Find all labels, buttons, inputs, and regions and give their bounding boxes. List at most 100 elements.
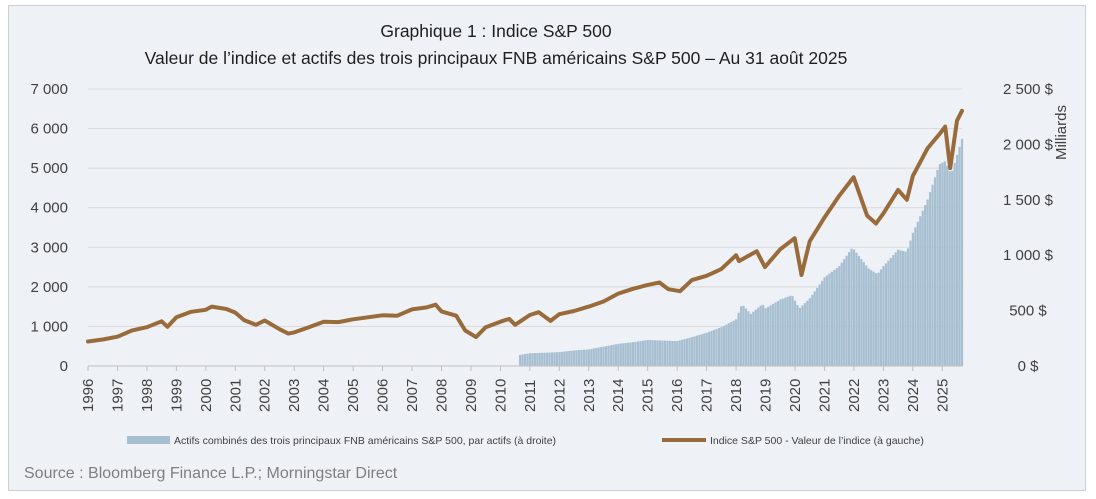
x-tick-label: 1996 [80,379,97,412]
asset-bar [789,295,792,366]
chart-title: Graphique 1 : Indice S&P 500 [380,21,611,41]
x-tick-label: 2017 [699,379,716,412]
asset-bar [865,265,868,366]
asset-bar [563,351,566,366]
x-tick-label: 1997 [109,379,126,412]
chart-subtitle: Valeur de l’indice et actifs des trois p… [145,48,848,68]
asset-bar [658,340,662,366]
asset-bar [911,232,915,366]
asset-bar [816,287,819,366]
asset-bar [860,259,863,366]
asset-bar [762,304,765,366]
asset-bar [565,351,568,366]
asset-bar [901,250,905,366]
asset-bar [629,342,632,366]
asset-bar [631,342,635,366]
asset-bar [526,353,529,366]
asset-bar [634,341,637,366]
asset-bar [943,161,946,366]
legend-swatch-assets [127,436,170,444]
x-tick-label: 2024 [905,379,922,412]
asset-bar [612,344,615,366]
left-axis-ticks: 0 1 000 2 000 3 000 4 000 5 000 6 000 7 000 [30,81,68,375]
x-tick-label: 2018 [728,379,745,412]
x-tick-label: 2023 [875,379,892,412]
asset-bar [737,312,740,366]
asset-bar [845,255,848,366]
asset-bar [646,339,649,366]
asset-bar [548,352,551,366]
asset-bar [676,341,679,366]
asset-bar [609,345,613,366]
asset-bar [521,354,524,366]
asset-bar [764,308,767,366]
asset-bar [938,164,942,366]
asset-bar [602,346,605,366]
asset-bar [533,353,536,366]
asset-bar [614,344,617,366]
asset-bar [887,260,890,366]
x-tick-label: 1999 [168,379,185,412]
asset-bar [624,342,627,366]
asset-bar [825,275,829,366]
asset-bar [573,350,576,366]
x-tick-label: 2021 [816,379,833,412]
index-line [86,108,964,344]
legend: Actifs combinés des trois principaux FNB… [127,435,924,447]
asset-bar [673,340,676,366]
asset-bar [813,291,816,366]
asset-bar [641,340,644,366]
x-axis-ticks: 1996 1997 1998 1999 2000 2001 2002 2003 2004 2005… [80,366,951,412]
x-tick-label: 2006 [375,379,392,412]
asset-bar [555,352,559,366]
asset-bar [528,353,532,366]
asset-bar [568,351,571,366]
asset-bar [636,341,640,366]
asset-bar [644,340,647,366]
asset-bar [523,354,527,366]
right-axis-ticks: 0 $ 500 $ 1 000 $ 1 500 $ 2 000 $ 2 500 $ [1003,81,1054,375]
x-tick-label: 2025 [934,379,951,412]
asset-bar [921,210,924,366]
asset-bar [546,352,549,366]
left-tick-label: 7 000 [30,81,68,98]
asset-bar [730,321,733,366]
asset-bar [862,262,865,366]
asset-bar [928,192,932,366]
asset-bar [553,352,556,366]
asset-bar [732,320,735,366]
asset-bar [550,352,554,366]
x-tick-label: 1998 [139,379,156,412]
asset-bar [749,313,752,366]
asset-bar [779,299,782,366]
asset-bar [683,339,686,366]
asset-bar [867,268,870,366]
asset-bar [840,262,843,366]
asset-bar [722,325,725,366]
asset-bar [776,300,779,366]
asset-bar [649,340,652,366]
asset-bar [685,338,689,366]
asset-bar [798,307,802,366]
legend-label-index: Indice S&P 500 - Valeur de l’indice (à g… [710,435,924,447]
x-tick-label: 2004 [316,379,333,412]
asset-bar [774,302,777,366]
asset-bar [796,305,799,366]
asset-bar [661,340,664,366]
asset-bar [720,327,723,366]
asset-bar [897,249,900,366]
asset-bar [727,323,730,366]
asset-bar [882,266,885,366]
asset-bar [919,216,922,366]
asset-bar [698,334,701,366]
asset-bar [678,340,681,366]
asset-bar [708,331,711,366]
asset-bar [936,169,939,366]
x-tick-label: 2009 [463,379,480,412]
asset-bar [879,269,883,366]
asset-bar [627,342,630,366]
asset-bar [830,271,833,366]
x-tick-label: 2007 [404,379,421,412]
asset-bar [590,348,593,366]
asset-bar [700,334,703,366]
